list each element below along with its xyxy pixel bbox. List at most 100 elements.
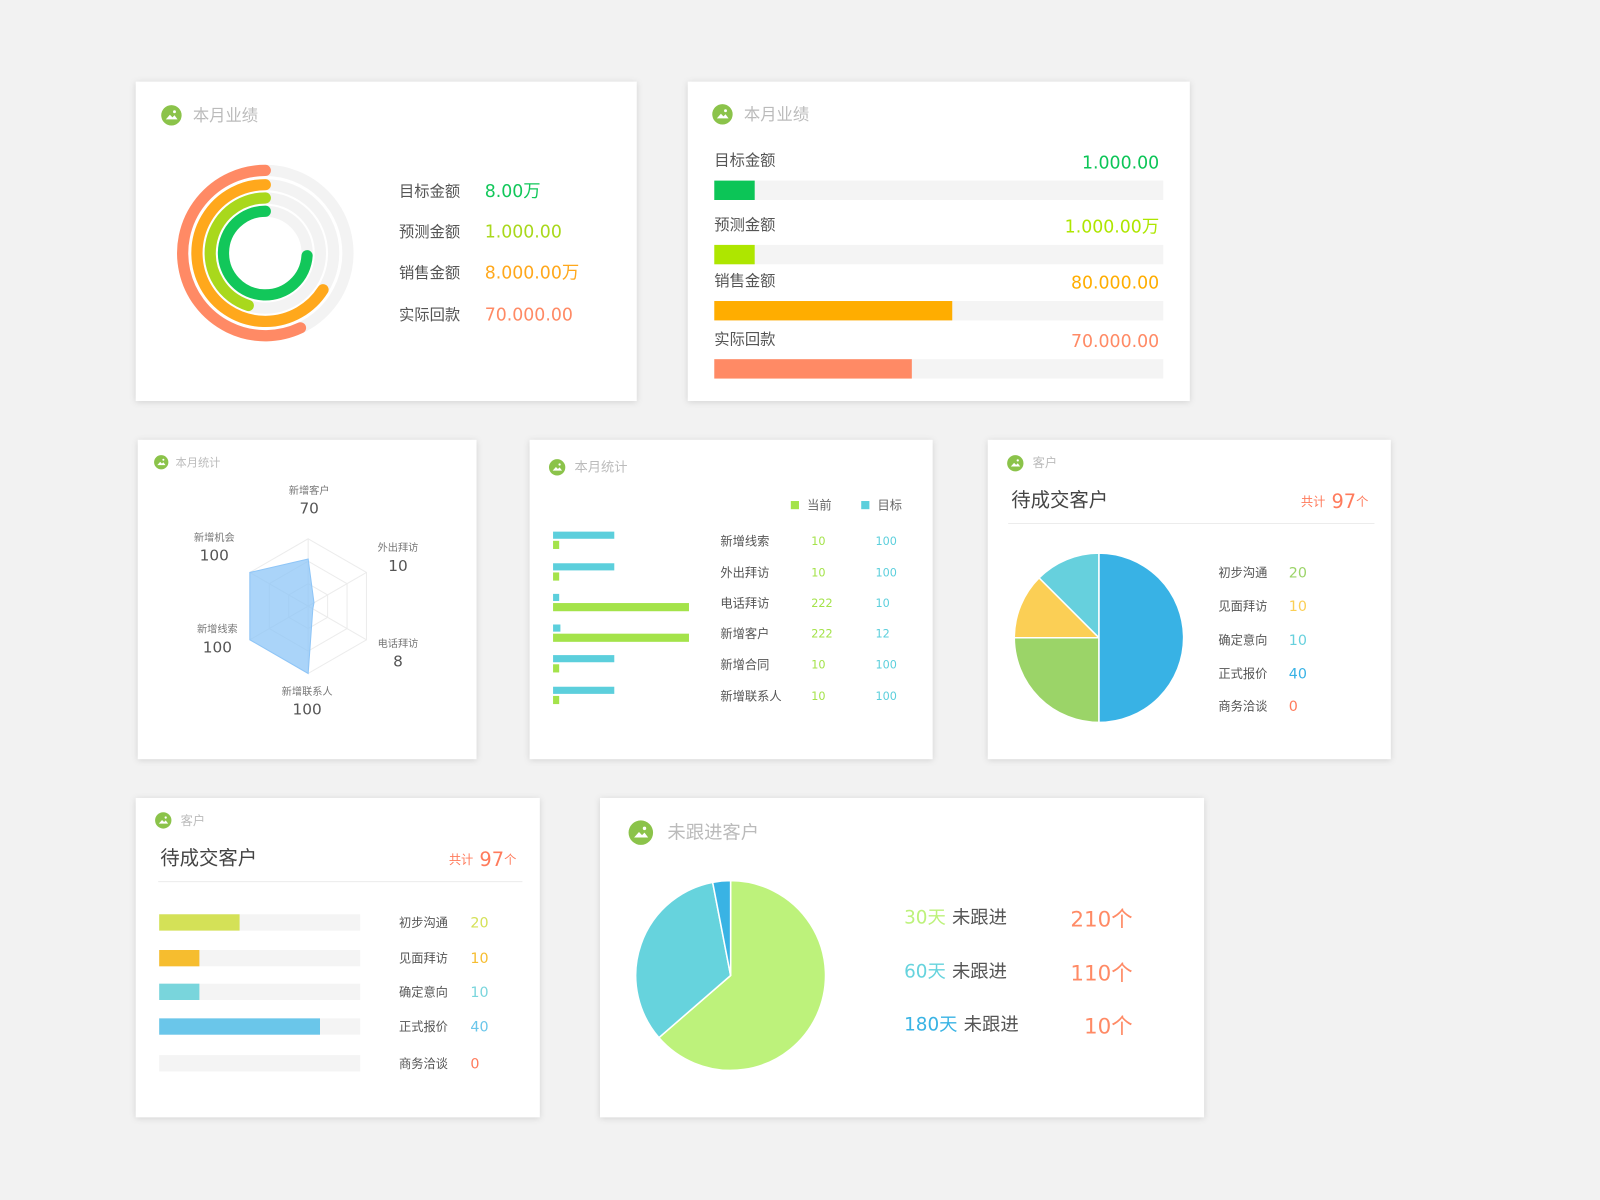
bar-label: 销售金额 (714, 272, 775, 290)
header-icon-sun (162, 458, 165, 461)
card (687, 81, 1190, 402)
axis-value: 100 (203, 638, 232, 656)
bar (159, 1018, 320, 1035)
row-label: 电话拜访 (720, 597, 769, 611)
value-label: 10 (811, 535, 825, 548)
legend-days: 60天 (904, 961, 946, 982)
row-label: 正式报价 (399, 1019, 448, 1034)
card-header: 本月统计 (574, 459, 627, 475)
row-label: 确定意向 (399, 984, 448, 999)
card-header: 本月统计 (176, 455, 221, 469)
header-icon-glyph (158, 820, 169, 824)
bar-track (159, 983, 361, 1000)
value-label: 110个 (1070, 961, 1132, 986)
header-icon-sun (724, 109, 727, 113)
legend-days: 180天 (904, 1015, 957, 1036)
header-icon-sun (642, 826, 647, 831)
card-header: 未跟进客户 (667, 823, 759, 844)
radar-spoke (307, 605, 367, 641)
total: 共计 97个 (449, 848, 517, 871)
bar (553, 603, 689, 612)
bar-track (714, 180, 1164, 200)
ring-arc (217, 205, 313, 301)
header-icon-glyph (165, 114, 178, 120)
value-label: 222 (811, 628, 832, 641)
value-label: 10个 (1084, 1015, 1133, 1040)
header-icon (161, 105, 182, 126)
ring-arc (177, 164, 307, 342)
value-label: 40 (470, 1020, 488, 1036)
legend-label: 当前 (807, 498, 831, 513)
bar (553, 572, 560, 581)
card (135, 81, 637, 402)
row-label: 新增线索 (720, 533, 769, 548)
header-icon-glyph (1010, 462, 1021, 467)
value-label: 10 (811, 690, 825, 703)
bar (714, 180, 755, 200)
pie-slice (711, 879, 732, 976)
header-icon (712, 104, 733, 125)
value-label: 222 (811, 597, 832, 610)
legend-swatch (790, 501, 799, 510)
row-label: 新增联系人 (720, 688, 781, 703)
legend-label: 销售金额 (399, 264, 460, 282)
card-header: 客户 (181, 813, 205, 828)
bar-label: 实际回款 (714, 330, 775, 348)
value-label: 100 (876, 535, 897, 548)
radar-spoke (307, 572, 367, 607)
header-icon (628, 820, 654, 845)
legend-row: 60天 未跟进 (904, 961, 1007, 982)
amount: 8.00万 (485, 182, 541, 202)
value-label: 100 (876, 566, 897, 579)
axis-label: 新增客户 (289, 484, 330, 497)
legend-label: 预测金额 (399, 223, 460, 241)
legend-label: 目标金额 (399, 182, 460, 200)
header-icon-glyph (157, 461, 166, 466)
bar (553, 563, 615, 571)
bar (553, 633, 689, 642)
axis-label: 外出拜访 (378, 541, 419, 554)
axis-value: 100 (293, 701, 322, 719)
header-icon-glyph (634, 832, 649, 838)
header-icon-glyph (552, 466, 563, 471)
bar-track (159, 1055, 361, 1072)
bar (553, 624, 561, 632)
legend-label: 实际回款 (399, 306, 460, 324)
header-icon (1007, 455, 1024, 472)
bar (159, 983, 200, 1000)
value-label: 100 (876, 658, 897, 671)
card-title: 待成交客户 (1011, 489, 1108, 512)
total: 共计 97个 (1301, 490, 1369, 513)
total-label: 共计 (449, 853, 473, 867)
value-label: 10 (470, 951, 488, 967)
row-label: 见面拜访 (399, 952, 448, 966)
axis-value: 100 (200, 547, 229, 565)
header-icon-sun (164, 816, 167, 819)
header-icon-sun (173, 110, 176, 114)
total-unit: 个 (504, 853, 516, 867)
bar (553, 531, 615, 539)
value-label: 10 (876, 597, 890, 610)
card-header: 本月业绩 (744, 105, 809, 124)
amount: 8.000.00万 (485, 263, 579, 283)
row-label: 商务洽谈 (399, 1056, 448, 1071)
legend-days: 30天 (904, 907, 946, 928)
bar (553, 686, 615, 694)
row-label: 新增合同 (720, 657, 769, 672)
value-label: 10 (811, 566, 825, 579)
ring-arc (204, 192, 271, 312)
legend-suffix: 未跟进 (952, 907, 1007, 928)
header-icon (155, 812, 172, 829)
bar (714, 359, 912, 379)
axis-label: 新增联系人 (282, 685, 333, 698)
legend-value: 0 (1289, 699, 1298, 715)
legend-swatch (861, 501, 870, 510)
legend-value: 40 (1289, 666, 1307, 682)
legend-label: 初步沟通 (1218, 566, 1267, 580)
bar-track (159, 950, 361, 967)
axis-label: 电话拜访 (378, 637, 419, 650)
bar (159, 914, 240, 931)
legend-row: 180天 未跟进 (904, 1015, 1019, 1036)
radar-area (249, 558, 315, 675)
value-label: 10 (470, 985, 488, 1001)
